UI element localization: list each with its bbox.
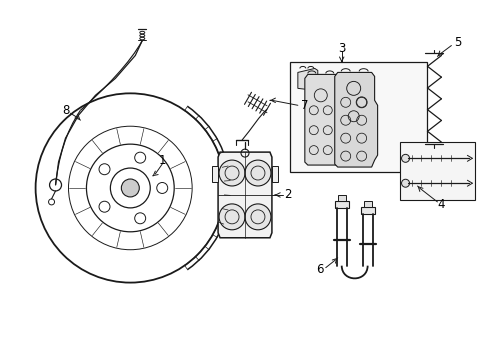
Bar <box>337 195 345 201</box>
Text: 5: 5 <box>453 36 460 49</box>
Bar <box>289 62 427 172</box>
Bar <box>399 142 474 200</box>
PathPatch shape <box>218 152 271 238</box>
Text: 1: 1 <box>158 154 165 167</box>
PathPatch shape <box>304 75 339 165</box>
Circle shape <box>219 204 244 230</box>
PathPatch shape <box>334 72 377 167</box>
PathPatch shape <box>297 68 317 90</box>
Bar <box>363 201 371 207</box>
Bar <box>212 166 218 182</box>
Circle shape <box>244 204 270 230</box>
Bar <box>271 166 277 182</box>
Text: 6: 6 <box>315 263 323 276</box>
Text: 8: 8 <box>61 104 69 117</box>
Circle shape <box>401 179 408 187</box>
Circle shape <box>121 179 139 197</box>
Circle shape <box>219 160 244 186</box>
Bar <box>334 201 348 208</box>
Text: 3: 3 <box>337 42 345 55</box>
Circle shape <box>401 154 408 162</box>
Text: 7: 7 <box>301 99 308 112</box>
Text: 4: 4 <box>437 198 444 211</box>
Text: 2: 2 <box>284 188 291 202</box>
Circle shape <box>244 160 270 186</box>
Bar <box>360 207 374 214</box>
